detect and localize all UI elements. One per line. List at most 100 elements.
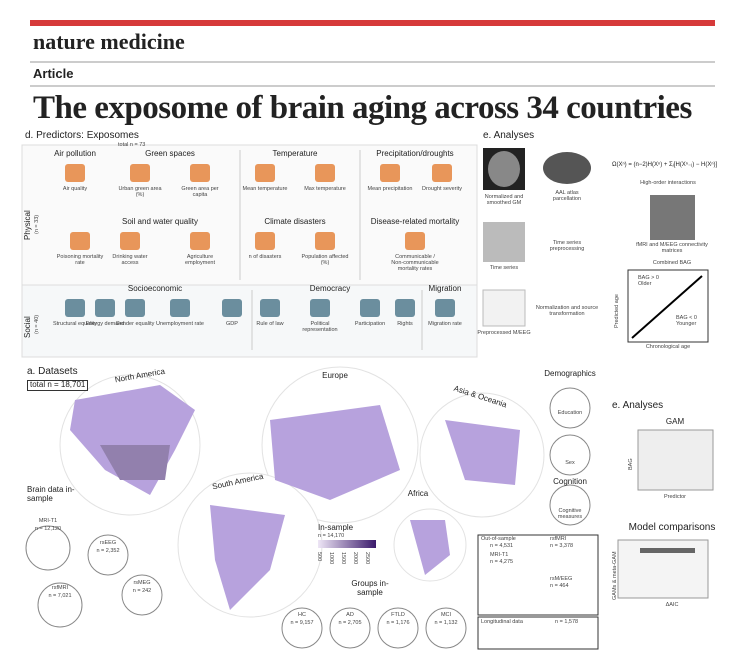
- name: Soil and water quality: [121, 217, 199, 226]
- name: Precipitation/droughts: [376, 149, 454, 158]
- name: HC: [298, 612, 306, 618]
- label: Communicable / Non-communicable mortalit…: [391, 254, 439, 273]
- preprocessed: Preprocessed M/EEG: [477, 330, 531, 336]
- aal: AAL atlas parcellation: [552, 190, 582, 203]
- fit-line: [631, 275, 703, 339]
- label: Mean temperature: [242, 186, 288, 192]
- icon: [222, 299, 242, 317]
- normalized: Normalized and smoothed GM: [484, 194, 524, 207]
- title: Demographics: [544, 369, 596, 378]
- name: MCI: [440, 612, 452, 618]
- icon: [260, 299, 280, 317]
- label: 2500: [364, 552, 370, 565]
- brain-image: [488, 151, 520, 187]
- mri-n: n = 4,275: [490, 559, 514, 565]
- title: Longitudinal data: [481, 619, 523, 625]
- matrix: [650, 195, 695, 240]
- label: Drought severity: [421, 186, 463, 192]
- name: rsEEG: [99, 540, 117, 546]
- predictor: Predictor: [663, 494, 687, 500]
- comparisons: Model comparisons: [628, 522, 716, 533]
- label: Green area per capita: [181, 186, 219, 199]
- meeg-n: n = 464: [550, 583, 569, 589]
- n: n = 9,157: [290, 620, 314, 626]
- physical: Physical: [23, 210, 32, 240]
- fmri: rsfMRI: [550, 536, 567, 542]
- label: Urban green area (%): [118, 186, 162, 199]
- label: 1000: [328, 552, 334, 565]
- group-icons: [25, 387, 591, 649]
- social-n: (n = 40): [34, 314, 40, 334]
- label: Energy demand: [85, 321, 125, 327]
- name: MRI-T1: [38, 518, 58, 524]
- mri: MRI-T1: [490, 552, 509, 558]
- combined: Combined BAG: [652, 260, 692, 266]
- icon: [190, 164, 210, 182]
- n: n = 2,352: [96, 548, 120, 554]
- label: Population affected (%): [301, 254, 349, 267]
- icon: [65, 299, 85, 317]
- brain-title: Brain data in-sample: [27, 485, 75, 503]
- icon: [380, 164, 400, 182]
- education: Education: [557, 410, 583, 416]
- section: Article: [33, 66, 74, 81]
- brain-atlas: [543, 152, 591, 184]
- name: Democracy: [309, 284, 351, 293]
- total: total n = 73: [118, 142, 146, 148]
- high-order: High-order interactions: [640, 180, 696, 186]
- ts-pre: Time series preprocessing: [549, 240, 585, 253]
- gam-plot: [637, 429, 714, 491]
- younger: BAG < 0 Younger: [676, 315, 697, 328]
- label: Political representation: [302, 321, 338, 334]
- red-bar: [30, 20, 715, 26]
- name: Climate disasters: [264, 217, 326, 226]
- icon: [120, 232, 140, 250]
- icon: [190, 232, 210, 250]
- connectivity: fMRI and M/EEG connectivity matrices: [636, 242, 708, 255]
- scale-bar: [318, 540, 376, 548]
- icon: [360, 299, 380, 317]
- journal: nature medicine: [33, 29, 185, 54]
- label: Max temperature: [304, 186, 346, 192]
- title: e. Analyses: [483, 130, 535, 141]
- n: n = 1,132: [434, 620, 458, 626]
- name: Green spaces: [145, 149, 195, 158]
- fmri-n: n = 3,378: [550, 543, 574, 549]
- label: 1500: [340, 552, 346, 565]
- cognitive: Cognitive measures: [557, 508, 583, 521]
- label: Gender equality: [115, 321, 155, 327]
- n: n = 12,120: [34, 526, 62, 532]
- n: n = 1,578: [555, 619, 579, 625]
- label: Rule of law: [256, 321, 284, 327]
- title: The exposome of brain aging across 34 co…: [33, 90, 692, 126]
- name: Disease-related mortality: [370, 217, 460, 226]
- total: total n = 18,701: [27, 380, 89, 391]
- physical-n: (n = 33): [34, 214, 40, 234]
- in-sample: In-sample: [318, 523, 354, 532]
- bar: [640, 548, 695, 553]
- title: e. Analyses: [612, 400, 664, 411]
- label: Agriculture employment: [185, 254, 215, 267]
- physical-panel: [21, 144, 478, 286]
- gam: GAM: [665, 417, 685, 426]
- name: Migration: [428, 284, 462, 293]
- label: 500: [316, 552, 322, 562]
- gams: GAMs & meta-GAM: [612, 551, 618, 600]
- x-label: Chronological age: [645, 344, 691, 350]
- label: Participation: [354, 321, 386, 327]
- n: n = 2,705: [338, 620, 362, 626]
- icon: [395, 299, 415, 317]
- icon: [125, 299, 145, 317]
- label: Poisoning mortality rate: [56, 254, 104, 267]
- icon: [432, 164, 452, 182]
- name: Socioeconomic: [127, 284, 183, 293]
- in-sample-n: n = 14,170: [318, 533, 345, 539]
- label: Europe: [322, 371, 348, 380]
- n: n = 1,176: [386, 620, 410, 626]
- icon: [315, 164, 335, 182]
- icon: [65, 164, 85, 182]
- icon: [435, 299, 455, 317]
- social: Social: [23, 316, 32, 338]
